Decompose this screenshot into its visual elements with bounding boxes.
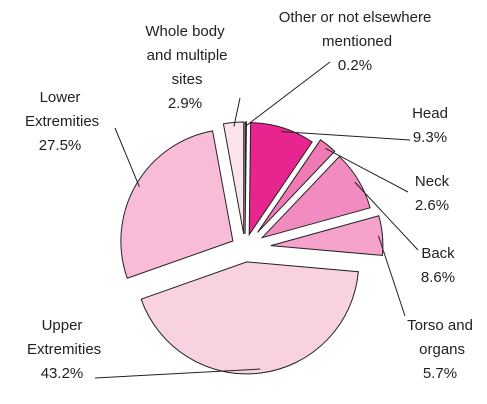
- label-line: organs: [415, 341, 465, 358]
- label-line: Extremities: [23, 341, 101, 358]
- slice-label: Other or not elsewhere mentioned: [279, 9, 432, 50]
- label-line: Other or not elsewhere: [279, 9, 432, 26]
- pie-slice: [222, 121, 245, 235]
- slice-label: Upper Extremities: [23, 317, 101, 358]
- pie-slice: [244, 121, 248, 235]
- label-line: Upper: [42, 317, 83, 334]
- pie-slice: [257, 139, 336, 233]
- label-line: Torso and: [407, 317, 473, 334]
- label-line: mentioned: [318, 33, 392, 50]
- leader-line: [377, 235, 406, 317]
- leader-line: [281, 131, 411, 141]
- label-line: Lower: [40, 89, 81, 106]
- slice-label: Neck: [415, 173, 450, 190]
- pie-slice: [270, 215, 384, 257]
- slice-label: Lower Extremities: [21, 89, 99, 130]
- label-line: Neck: [415, 173, 450, 190]
- label-line: Head: [412, 105, 448, 122]
- label-line: sites: [167, 71, 202, 88]
- value-label: 2.9%: [168, 95, 202, 112]
- label-line: Whole body: [145, 23, 225, 40]
- slice-label: Whole body and multiple sites: [142, 23, 227, 88]
- leader-line: [233, 97, 241, 127]
- value-label: 27.5%: [39, 137, 82, 154]
- slice-label: Back: [421, 245, 455, 262]
- slice-label: Head: [412, 105, 448, 122]
- value-label: 0.2%: [338, 57, 372, 74]
- label-line: Extremities: [21, 113, 99, 130]
- pie-slice: [248, 122, 313, 237]
- value-label: 9.3%: [413, 129, 447, 146]
- label-line: and multiple: [142, 47, 227, 64]
- leader-line: [114, 127, 140, 188]
- leader-line: [245, 61, 331, 127]
- pie-slice: [260, 155, 371, 239]
- value-label: 2.6%: [415, 197, 449, 214]
- leader-line: [94, 368, 261, 379]
- slice-label: Torso and organs: [407, 317, 473, 358]
- value-label: 8.6%: [421, 269, 455, 286]
- value-label: 5.7%: [423, 365, 457, 382]
- pie-slice: [120, 130, 234, 279]
- pie-slice: [140, 261, 359, 375]
- label-line: Back: [421, 245, 455, 262]
- value-label: 43.2%: [41, 365, 84, 382]
- leader-line: [325, 147, 409, 193]
- leader-line: [354, 181, 419, 251]
